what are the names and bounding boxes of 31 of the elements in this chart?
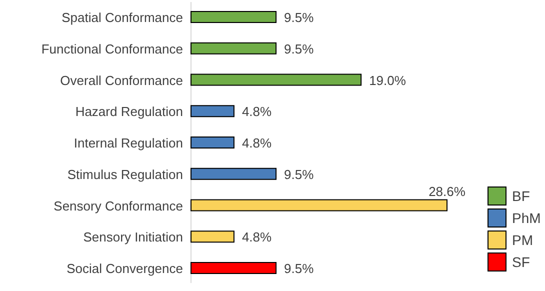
bar <box>190 168 277 180</box>
data-label: 4.8% <box>242 104 272 120</box>
bar <box>190 199 448 212</box>
y-tick-label: Social Convergence <box>66 261 183 276</box>
data-label: 9.5% <box>284 166 314 182</box>
bar <box>190 42 277 54</box>
legend-label: SF <box>512 254 530 270</box>
bar <box>190 74 362 86</box>
bar <box>190 262 277 274</box>
data-label: 19.0% <box>369 72 406 88</box>
data-label: 4.8% <box>242 230 272 245</box>
bar <box>190 230 234 243</box>
y-tick-label: Hazard Regulation <box>75 104 183 120</box>
y-tick-label: Overall Conformance <box>60 72 183 88</box>
y-tick-label: Sensory Conformance <box>54 198 183 214</box>
y-tick-label: Stimulus Regulation <box>67 166 183 182</box>
data-label: 9.5% <box>284 261 314 276</box>
bar <box>190 105 234 118</box>
y-tick-label: Functional Conformance <box>41 41 183 56</box>
bar <box>190 136 234 148</box>
legend-label: PM <box>512 232 533 248</box>
data-label: 9.5% <box>284 10 314 25</box>
data-label: 28.6% <box>428 184 466 199</box>
y-tick-label: Sensory Initiation <box>83 230 183 245</box>
y-tick-label: Spatial Conformance <box>62 10 183 25</box>
legend-label: BF <box>512 188 530 204</box>
data-label: 4.8% <box>242 136 272 150</box>
y-tick-label: Internal Regulation <box>74 136 183 150</box>
bar <box>190 11 277 23</box>
data-label: 9.5% <box>284 41 314 56</box>
legend-label: PhM <box>512 210 541 226</box>
